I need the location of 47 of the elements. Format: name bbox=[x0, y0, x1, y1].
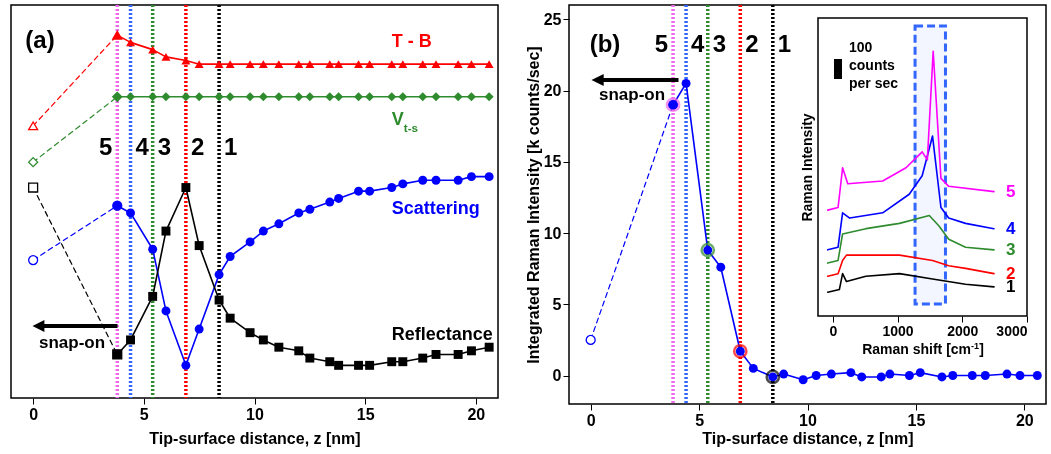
y-tick-label: 15 bbox=[543, 153, 562, 171]
series-label: 5 bbox=[1006, 181, 1016, 201]
y-tick-label: 25 bbox=[543, 10, 562, 28]
series-label: Reflectance bbox=[391, 323, 493, 344]
annotation: snap-on bbox=[38, 333, 106, 352]
annotation: 5 bbox=[98, 133, 113, 160]
x-tick-label: 0 bbox=[586, 411, 596, 429]
x-tick-label: 0 bbox=[29, 405, 39, 423]
x-axis-title: Tip-surface distance, z [nm] bbox=[702, 429, 914, 447]
y-tick-label: 0 bbox=[552, 367, 562, 384]
x-tick-label: 10 bbox=[799, 411, 817, 429]
series-label: 3 bbox=[1006, 239, 1016, 259]
annotation: 1 bbox=[777, 30, 792, 57]
x-tick-label: 0 bbox=[829, 322, 838, 339]
annotation: (a) bbox=[25, 26, 55, 53]
x-tick-label: 3000 bbox=[996, 322, 1028, 339]
x-tick-label: 20 bbox=[1015, 411, 1034, 429]
y-tick-label: 20 bbox=[543, 82, 562, 99]
x-tick-label: 15 bbox=[356, 405, 375, 423]
x-axis-title: Tip-surface distance, z [nm] bbox=[149, 429, 361, 447]
annotation: 3 bbox=[712, 30, 727, 57]
annotation: 5 bbox=[654, 30, 669, 57]
annotation: 2 bbox=[745, 30, 759, 57]
series-label: T - B bbox=[391, 31, 432, 52]
x-tick-label: 10 bbox=[246, 405, 264, 423]
x-tick-label: 20 bbox=[467, 405, 486, 423]
annotation: 4 bbox=[135, 133, 150, 160]
annotation: 3 bbox=[157, 133, 172, 160]
x-tick-label: 1000 bbox=[882, 322, 914, 339]
y-tick-label: 10 bbox=[543, 224, 562, 242]
annotation: 4 bbox=[691, 30, 706, 57]
x-tick-label: 2000 bbox=[947, 322, 979, 339]
series-label: V$_{t-s}$ bbox=[391, 108, 419, 134]
series-label: Scattering bbox=[391, 197, 480, 218]
series-label: 4 bbox=[1006, 218, 1016, 238]
y-tick-label: 5 bbox=[552, 295, 562, 313]
x-tick-label: 15 bbox=[907, 411, 926, 429]
x-tick-label: 5 bbox=[139, 405, 149, 423]
y-axis-title: Raman Intensity bbox=[798, 113, 815, 222]
annotation: (b) bbox=[589, 30, 621, 57]
x-axis-title: Raman shift [cm$^{-1}$] bbox=[862, 340, 984, 357]
annotation: snap-on bbox=[598, 85, 666, 104]
x-tick-label: 5 bbox=[695, 411, 705, 429]
annotation: 2 bbox=[190, 133, 205, 160]
annotation: 1 bbox=[224, 133, 238, 160]
annotation: 100 counts per sec bbox=[849, 39, 899, 91]
y-axis-title: Integrated Raman Intensity [k counts/sec] bbox=[524, 46, 542, 364]
